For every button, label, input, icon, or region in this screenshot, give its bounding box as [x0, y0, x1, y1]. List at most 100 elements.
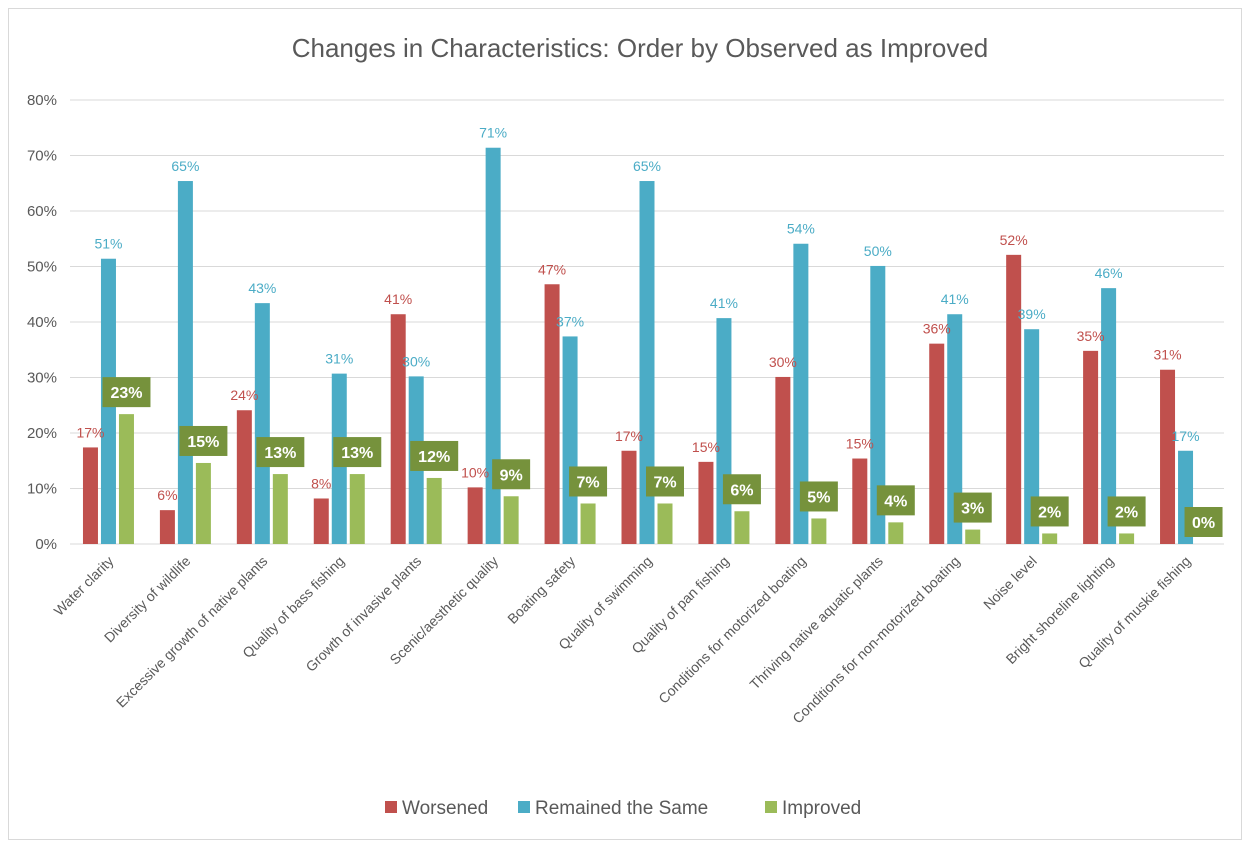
- data-label-box: [953, 492, 992, 523]
- y-tick-label: 50%: [27, 259, 57, 276]
- data-label-worsened: 8%: [311, 475, 331, 491]
- data-label-worsened: 6%: [157, 487, 177, 503]
- data-label-box: [646, 466, 684, 497]
- data-label-worsened: 41%: [384, 291, 412, 307]
- data-label-worsened: 35%: [1077, 328, 1105, 344]
- y-tick-label: 80%: [27, 92, 57, 109]
- data-label-same: 17%: [1172, 428, 1200, 444]
- data-label-same: 39%: [1018, 306, 1046, 322]
- data-label-box: [179, 425, 228, 456]
- data-label-box: [569, 466, 608, 497]
- bar-worsened: [852, 458, 868, 544]
- legend-swatch: [765, 801, 777, 813]
- data-label-same: 65%: [633, 158, 661, 174]
- bar-worsened: [1160, 369, 1176, 544]
- data-label-worsened: 30%: [769, 354, 797, 370]
- x-category-label: Conditions for non-motorized boating: [789, 553, 963, 727]
- data-label-same: 51%: [94, 236, 122, 252]
- bar-remained-the-same: [793, 243, 809, 544]
- bar-worsened: [1083, 350, 1099, 544]
- data-label-same: 30%: [402, 353, 430, 369]
- data-labels: 17% 51% 23% 6% 65% 15% 24% 43% 13% 8% 31% 13% 41% 30%…: [76, 125, 1223, 537]
- data-label-same: 31%: [325, 351, 353, 367]
- data-label-improved: 7%: [653, 474, 676, 491]
- bar-remained-the-same: [177, 181, 193, 544]
- data-label-box: [492, 459, 531, 490]
- data-label-improved: 2%: [1115, 504, 1138, 521]
- x-category-label: Noise level: [980, 553, 1040, 613]
- bar-remained-the-same: [485, 147, 501, 545]
- data-label-improved: 12%: [418, 449, 450, 466]
- data-label-same: 65%: [171, 158, 199, 174]
- data-label-worsened: 47%: [538, 261, 566, 277]
- bar-improved: [811, 518, 827, 544]
- y-tick-label: 0%: [35, 536, 57, 553]
- legend-swatch: [385, 801, 397, 813]
- data-label-improved: 5%: [807, 489, 830, 506]
- bar-improved: [503, 496, 519, 544]
- bar-remained-the-same: [1024, 329, 1040, 544]
- legend: Worsened Remained the Same Improved: [385, 798, 861, 819]
- data-label-box: [1184, 507, 1223, 537]
- x-category-label: Excessive growth of native plants: [113, 553, 271, 711]
- data-label-box: [256, 437, 305, 468]
- data-label-worsened: 24%: [230, 387, 258, 403]
- data-label-box: [1107, 496, 1146, 527]
- data-label-worsened: 10%: [461, 464, 489, 480]
- y-axis-ticks: 0% 10% 20% 30% 40% 50% 60% 70% 80%: [27, 92, 57, 553]
- bar-worsened: [159, 510, 175, 544]
- data-label-box: [876, 485, 915, 516]
- legend-label: Improved: [782, 798, 861, 819]
- bar-improved: [426, 477, 442, 544]
- bar-improved: [657, 503, 673, 544]
- data-label-improved: 13%: [264, 445, 296, 462]
- legend-label: Worsened: [402, 798, 488, 819]
- bar-worsened: [313, 498, 329, 544]
- bar-improved: [118, 414, 134, 544]
- y-tick-label: 40%: [27, 314, 57, 331]
- y-tick-label: 20%: [27, 425, 57, 442]
- data-label-box: [799, 481, 838, 512]
- data-label-box: [333, 437, 382, 468]
- data-label-improved: 2%: [1038, 504, 1061, 521]
- data-label-improved: 15%: [187, 434, 219, 451]
- data-label-box: [722, 474, 761, 505]
- bar-worsened: [467, 487, 483, 544]
- data-label-same: 41%: [710, 295, 738, 311]
- bar-remained-the-same: [870, 265, 886, 544]
- data-label-same: 50%: [864, 243, 892, 259]
- x-category-label: Conditions for motorized boating: [655, 553, 809, 707]
- bar-improved: [888, 522, 904, 544]
- bar-worsened: [544, 284, 560, 544]
- bar-remained-the-same: [1101, 288, 1117, 544]
- legend-swatch: [518, 801, 530, 813]
- bar-improved: [965, 529, 981, 544]
- bar-worsened: [775, 376, 791, 544]
- data-label-worsened: 31%: [1154, 347, 1182, 363]
- bar-improved: [1119, 533, 1135, 544]
- data-label-worsened: 15%: [846, 436, 874, 452]
- bar-remained-the-same: [716, 318, 732, 544]
- data-label-worsened: 36%: [923, 321, 951, 337]
- bar-improved: [1042, 533, 1058, 544]
- data-label-improved: 7%: [577, 474, 600, 491]
- data-label-worsened: 52%: [1000, 232, 1028, 248]
- legend-label: Remained the Same: [535, 798, 708, 819]
- data-label-same: 71%: [479, 125, 507, 141]
- data-label-worsened: 17%: [615, 428, 643, 444]
- data-label-worsened: 17%: [76, 424, 104, 440]
- y-tick-label: 70%: [27, 148, 57, 165]
- data-label-worsened: 15%: [692, 439, 720, 455]
- bar-remained-the-same: [254, 303, 270, 544]
- bar-worsened: [82, 447, 98, 544]
- bar-worsened: [390, 314, 406, 544]
- bar-improved: [349, 474, 365, 544]
- data-label-box: [410, 440, 459, 471]
- y-tick-label: 10%: [27, 481, 57, 498]
- bar-improved: [272, 474, 288, 544]
- x-category-label: Thriving native aquatic plants: [746, 553, 886, 693]
- bar-remained-the-same: [562, 336, 578, 544]
- data-label-same: 37%: [556, 313, 584, 329]
- chart-title: Changes in Characteristics: Order by Obs…: [292, 33, 989, 63]
- data-label-improved: 3%: [961, 501, 984, 518]
